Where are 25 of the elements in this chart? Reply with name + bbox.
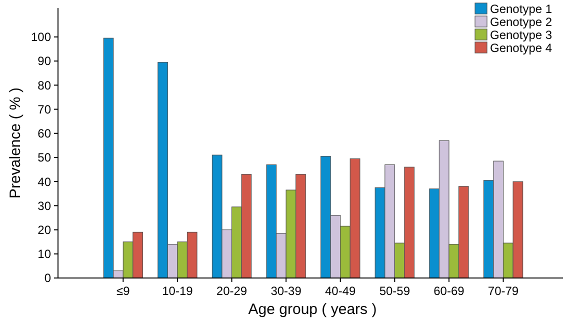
y-tick-label: 40	[38, 174, 52, 189]
x-tick-label: 50-59	[379, 284, 410, 298]
x-tick-label: 30-39	[270, 284, 302, 298]
legend-label: Genotype 4	[490, 41, 552, 55]
x-axis-title: Age group ( years )	[248, 301, 377, 318]
x-tick-label: 70-79	[488, 284, 519, 298]
y-tick-label: 100	[30, 30, 52, 44]
x-tick-label: 10-19	[162, 284, 194, 298]
y-tick-label: 10	[38, 247, 52, 262]
y-tick-label: 50	[38, 150, 52, 165]
y-tick-label: 30	[38, 198, 52, 213]
x-tick-label: 20-29	[216, 284, 248, 298]
legend-label: Genotype 2	[490, 15, 552, 29]
y-tick-label: 80	[38, 78, 52, 92]
y-tick-label: 70	[38, 102, 52, 116]
x-tick-label: 60-69	[434, 284, 465, 298]
x-tick-label: ≤9	[116, 284, 130, 298]
legend-label: Genotype 3	[490, 28, 552, 42]
y-tick-label: 20	[38, 222, 52, 237]
legend-label: Genotype 1	[490, 2, 552, 16]
x-tick-label: 40-49	[325, 284, 356, 298]
y-axis-title: Prevalence ( % )	[7, 88, 24, 198]
y-tick-label: 90	[38, 54, 52, 68]
y-tick-label: 60	[38, 126, 52, 141]
y-tick-label: 0	[44, 271, 52, 286]
